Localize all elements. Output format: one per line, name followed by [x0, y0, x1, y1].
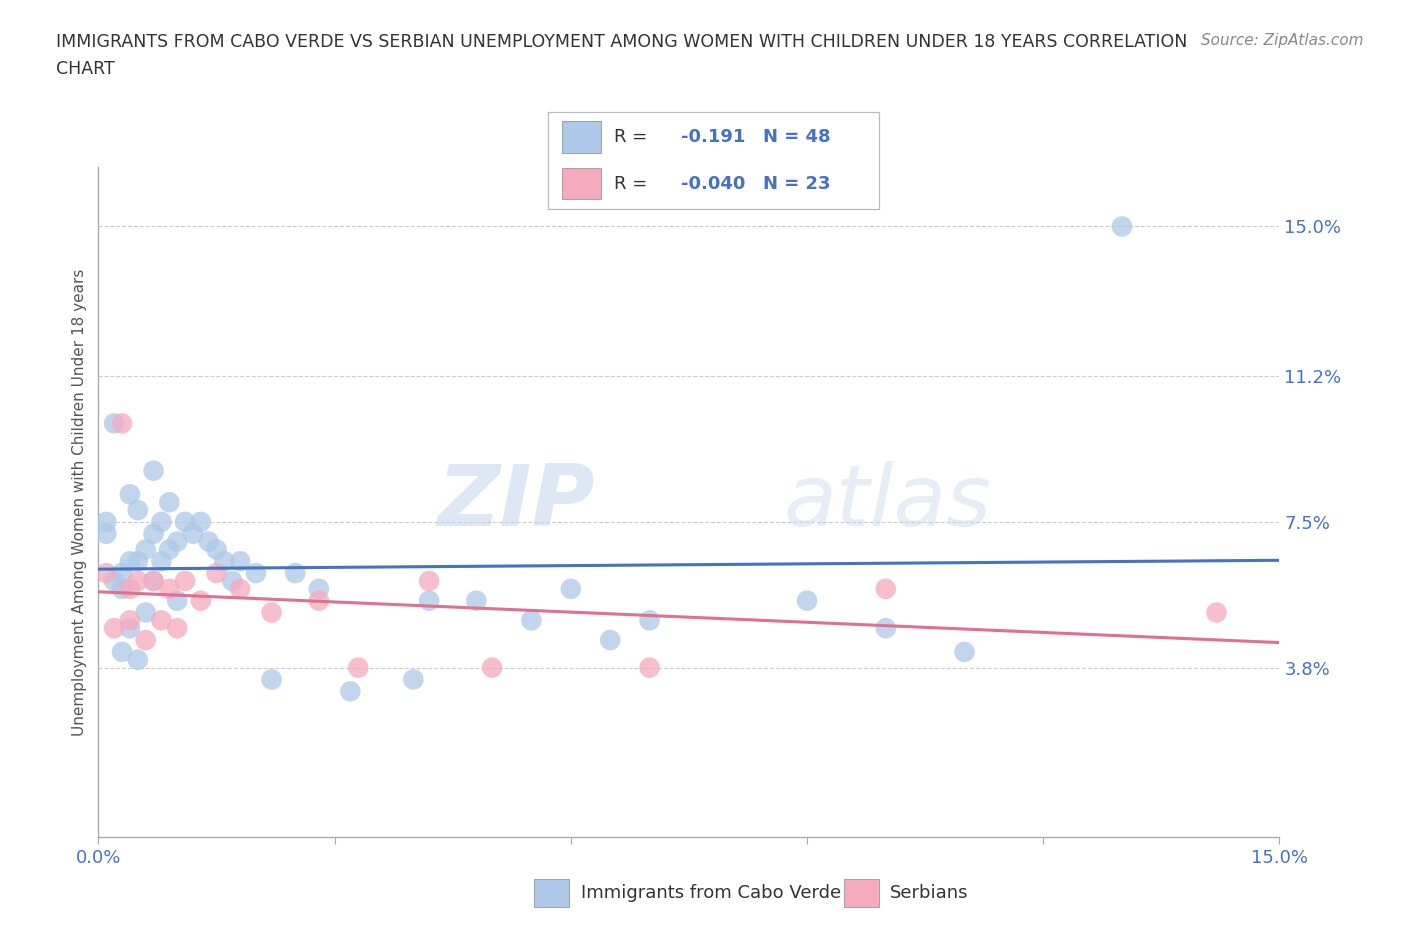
Point — [103, 416, 125, 431]
Text: Serbians: Serbians — [890, 884, 969, 902]
Point — [150, 554, 173, 569]
Point — [481, 660, 503, 675]
Text: -0.191: -0.191 — [681, 128, 745, 146]
Point — [142, 574, 165, 589]
Point — [560, 581, 582, 596]
Point — [260, 605, 283, 620]
Point — [127, 574, 149, 589]
Point — [229, 581, 252, 596]
Point — [118, 581, 141, 596]
Point — [135, 605, 157, 620]
Point — [150, 613, 173, 628]
Text: IMMIGRANTS FROM CABO VERDE VS SERBIAN UNEMPLOYMENT AMONG WOMEN WITH CHILDREN UND: IMMIGRANTS FROM CABO VERDE VS SERBIAN UN… — [56, 33, 1188, 50]
Point — [339, 684, 361, 698]
Point — [118, 621, 141, 636]
Point — [284, 565, 307, 580]
Text: N = 23: N = 23 — [763, 175, 831, 193]
Point — [205, 542, 228, 557]
Point — [111, 581, 134, 596]
Point — [599, 632, 621, 647]
Point — [875, 581, 897, 596]
Point — [142, 574, 165, 589]
Point — [166, 621, 188, 636]
Point — [953, 644, 976, 659]
Point — [221, 574, 243, 589]
Bar — [561, 168, 602, 200]
Text: CHART: CHART — [56, 60, 115, 78]
Point — [197, 534, 219, 549]
Point — [190, 593, 212, 608]
Point — [214, 554, 236, 569]
Point — [135, 632, 157, 647]
Point — [118, 487, 141, 502]
Point — [96, 514, 118, 529]
Point — [1205, 605, 1227, 620]
Point — [166, 593, 188, 608]
Text: ZIP: ZIP — [437, 460, 595, 544]
Text: atlas: atlas — [783, 460, 991, 544]
Text: Immigrants from Cabo Verde: Immigrants from Cabo Verde — [581, 884, 841, 902]
Point — [157, 495, 180, 510]
Point — [103, 574, 125, 589]
Point — [308, 593, 330, 608]
Point — [118, 613, 141, 628]
Text: Source: ZipAtlas.com: Source: ZipAtlas.com — [1201, 33, 1364, 47]
Point — [157, 542, 180, 557]
Point — [205, 565, 228, 580]
Point — [308, 581, 330, 596]
Point — [127, 652, 149, 667]
Point — [638, 613, 661, 628]
Point — [142, 526, 165, 541]
Point — [245, 565, 267, 580]
Point — [127, 554, 149, 569]
Text: N = 48: N = 48 — [763, 128, 831, 146]
Point — [127, 502, 149, 517]
Point — [166, 534, 188, 549]
Point — [260, 672, 283, 687]
Point — [875, 621, 897, 636]
Point — [135, 542, 157, 557]
Point — [418, 574, 440, 589]
Point — [174, 574, 197, 589]
Point — [347, 660, 370, 675]
Point — [229, 554, 252, 569]
Y-axis label: Unemployment Among Women with Children Under 18 years: Unemployment Among Women with Children U… — [72, 269, 87, 736]
Point — [796, 593, 818, 608]
Point — [174, 514, 197, 529]
Point — [103, 621, 125, 636]
Point — [96, 565, 118, 580]
Text: R =: R = — [614, 175, 654, 193]
Point — [520, 613, 543, 628]
Bar — [561, 122, 602, 153]
Point — [111, 644, 134, 659]
Text: R =: R = — [614, 128, 654, 146]
Point — [111, 565, 134, 580]
Point — [142, 463, 165, 478]
Text: -0.040: -0.040 — [681, 175, 745, 193]
Point — [118, 554, 141, 569]
Point — [465, 593, 488, 608]
Point — [111, 416, 134, 431]
Point — [96, 526, 118, 541]
Point — [638, 660, 661, 675]
Point — [1111, 219, 1133, 234]
Point — [418, 593, 440, 608]
Point — [181, 526, 204, 541]
Point — [150, 514, 173, 529]
Point — [402, 672, 425, 687]
Point — [190, 514, 212, 529]
Point — [157, 581, 180, 596]
